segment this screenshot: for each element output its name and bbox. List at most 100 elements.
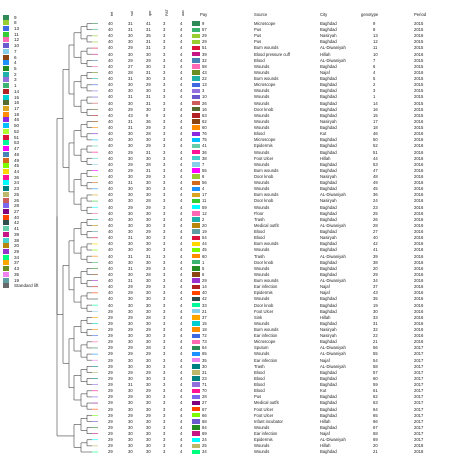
legend-label: 35 <box>14 271 20 277</box>
table-row: 29 30 30 3 4 21 Foot Ulcer Baghdad 30 2016 <box>0 309 474 314</box>
profile-swatch <box>192 400 200 406</box>
genotype-cell: 49 <box>373 180 378 186</box>
table-row: 29 30 30 3 4 23 Blood Baghdad 60 2017 <box>0 376 474 381</box>
row-value: 4 <box>180 388 183 394</box>
table-row: 29 29 29 3 4 31 Blood Baghdad 57 2017 <box>0 370 474 375</box>
profile-cell: 71 <box>202 382 207 388</box>
profile-cell: 31 <box>202 369 207 375</box>
profile-cell: 70 <box>202 388 207 394</box>
city-cell: Baghdad <box>320 394 337 400</box>
row-value: 31 <box>128 180 133 186</box>
row-value: 29 <box>108 443 113 449</box>
row-value: 40 <box>108 131 113 137</box>
row-value: 3 <box>163 204 166 210</box>
row-value: 30 <box>146 308 151 314</box>
table-row: 40 30 31 3 4 26 Wounds Baghdad 14 2015 <box>0 101 474 106</box>
legend-swatch <box>3 277 9 283</box>
profile-cell: 16 <box>202 106 207 112</box>
legend-swatch <box>3 43 9 49</box>
city-cell: Hillah <box>320 418 331 424</box>
row-value: 29 <box>108 437 113 443</box>
legend-label: 28 <box>14 203 20 209</box>
source-cell: Pus <box>254 33 262 39</box>
row-value: 30 <box>128 259 133 265</box>
row-value: 30 <box>146 51 151 57</box>
row-value: 40 <box>108 278 113 284</box>
table-row: 40 30 29 3 4 41 Epidermis Baghdad 52 2016 <box>0 143 474 148</box>
row-value: 4 <box>180 27 183 33</box>
row-value: 3 <box>163 382 166 388</box>
legend-swatch <box>3 186 9 192</box>
row-value: 4 <box>180 88 183 94</box>
profile-cell: 39 <box>202 51 207 57</box>
table-row: 40 31 30 3 4 22 Burn wounds Baghdad 5 2015 <box>0 76 474 81</box>
legend-item: 26 <box>3 197 19 203</box>
row-value: 40 <box>108 27 113 33</box>
row-value: 4 <box>180 314 183 320</box>
period-cell: 2016 <box>414 271 424 277</box>
period-cell: 2017 <box>414 345 424 351</box>
source-cell: Wounds <box>254 296 270 302</box>
profile-swatch <box>192 125 200 130</box>
period-cell: 2016 <box>414 265 424 271</box>
row-value: 3 <box>163 375 166 381</box>
row-value: 30 <box>128 137 133 143</box>
legend-item: 25 <box>3 191 19 197</box>
row-value: 40 <box>108 265 113 271</box>
profile-cell: 13 <box>202 82 207 88</box>
table-row: 40 30 30 3 4 1 Door knob Baghdad 38 2016 <box>0 260 474 265</box>
city-cell: Hillah <box>320 314 331 320</box>
profile-cell: 57 <box>202 27 207 33</box>
legend-item: 3 <box>3 77 17 83</box>
legend-label: 23 <box>14 186 20 192</box>
row-value: 30 <box>146 180 151 186</box>
genotype-cell: 53 <box>373 161 378 167</box>
row-value: 30 <box>128 131 133 137</box>
row-value: 4 <box>180 94 183 100</box>
table-row: 40 30 30 3 4 38 Foot Ulcer Hillah 44 2016 <box>0 156 474 161</box>
profile-swatch <box>192 437 200 442</box>
period-cell: 2017 <box>414 369 424 375</box>
profile-swatch <box>192 33 200 39</box>
row-value: 30 <box>146 382 151 388</box>
row-value: 43 <box>128 112 133 118</box>
legend-swatch <box>3 83 9 89</box>
city-cell: Kut <box>320 388 327 394</box>
row-value: 40 <box>108 241 113 247</box>
row-value: 40 <box>108 198 113 204</box>
city-cell: Nasiryah <box>320 327 337 332</box>
row-value: 40 <box>108 284 113 290</box>
row-value: 3 <box>163 296 166 302</box>
profile-cell: 84 <box>202 424 207 430</box>
legend-item: 51 <box>3 134 19 140</box>
genotype-cell: 41 <box>373 247 378 253</box>
legend-label: 40 <box>14 214 20 220</box>
profile-cell: 33 <box>202 302 207 308</box>
row-value: 4 <box>180 235 183 241</box>
profile-swatch <box>192 217 200 222</box>
row-value: 4 <box>180 210 183 216</box>
table-row: 29 30 30 3 4 35 Ear infection Najaf 54 2017 <box>0 358 474 363</box>
header-aac: aac <box>181 9 185 16</box>
legend-swatch <box>3 37 9 43</box>
table-row: 40 31 30 3 4 29 Burn wounds AL-Diwaniyah 34 2016 <box>0 278 474 283</box>
row-value: 4 <box>180 327 183 332</box>
city-cell: Nasiryah <box>320 118 337 124</box>
legend-item: 5 <box>3 65 17 71</box>
row-value: 30 <box>146 235 151 241</box>
legend-swatch <box>3 168 9 174</box>
legend-item: 1 <box>3 83 17 89</box>
legend-swatch <box>3 174 9 180</box>
period-cell: 2017 <box>414 406 424 412</box>
row-value: 3 <box>163 406 166 412</box>
profile-swatch <box>192 162 200 167</box>
row-value: 30 <box>146 247 151 253</box>
genotype-cell: 6 <box>373 63 376 69</box>
row-value: 40 <box>108 118 113 124</box>
legend-item: 4 <box>3 60 17 66</box>
row-value: 4 <box>180 180 183 186</box>
row-value: 4 <box>180 21 183 26</box>
table-row: 40 29 30 3 4 16 Door knob Baghdad 16 2015 <box>0 107 474 112</box>
row-value: 31 <box>128 235 133 241</box>
profile-swatch <box>192 39 200 45</box>
